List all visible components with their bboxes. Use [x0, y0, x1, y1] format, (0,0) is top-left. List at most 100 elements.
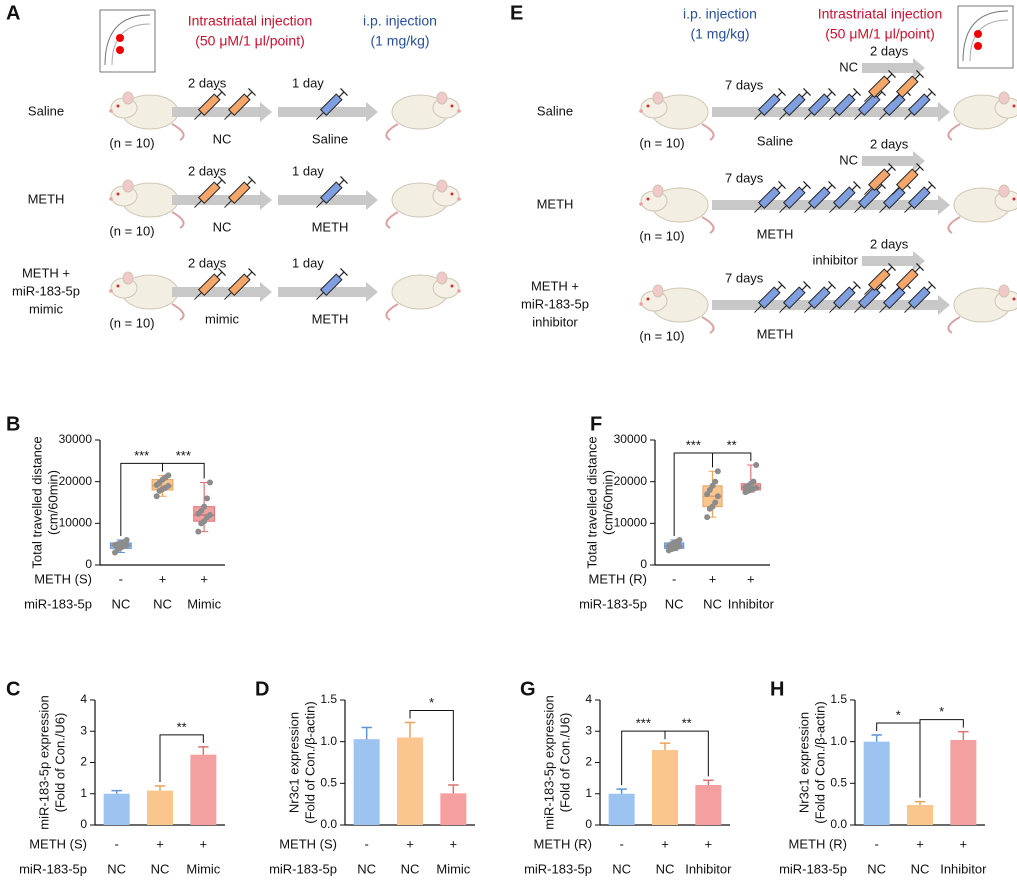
arrow-head: [366, 190, 378, 210]
syringe-plunger: [876, 184, 883, 191]
group-label: Saline: [28, 103, 64, 118]
mouse-icon: [109, 179, 185, 229]
y-tick-label: 20000: [614, 474, 648, 488]
mouse-ear: [652, 284, 664, 298]
data-point: [714, 493, 721, 500]
syringe-needle: [224, 112, 232, 120]
panel-label: E: [510, 2, 523, 24]
mouse-ear: [652, 184, 664, 198]
syringe-icon: [779, 281, 811, 313]
mouse-nose: [457, 197, 461, 201]
group-label: METH +: [531, 278, 579, 293]
legend-ip: (1 mg/kg): [370, 33, 429, 49]
x-tick-label: NC: [153, 596, 172, 611]
syringe-needle: [892, 287, 900, 295]
mouse-tail: [171, 123, 185, 141]
data-point: [153, 493, 160, 500]
y-tick-label: 30000: [614, 432, 648, 446]
data-point: [207, 512, 213, 518]
x-row-name: miR-183-5p: [579, 596, 647, 611]
syringe-needle: [194, 200, 202, 208]
x-tick-label: NC: [703, 596, 722, 611]
significance-label: **: [177, 719, 187, 734]
bar: [652, 750, 678, 825]
y-tick-label: 1: [80, 786, 87, 800]
x-row-name: METH (R): [534, 836, 593, 851]
group-label: mimic: [29, 301, 63, 316]
arrow-shaft: [862, 63, 915, 73]
x-tick-label: +: [450, 836, 458, 851]
syringe-icon: [829, 181, 861, 213]
syringe-grip: [853, 281, 861, 289]
syringe-grip: [340, 88, 348, 96]
x-tick-label: Mimic: [186, 861, 220, 876]
syringe-needle: [829, 305, 837, 313]
mouse-tail: [701, 216, 715, 234]
syringe-plunger: [886, 166, 893, 173]
mouse-icon: [385, 271, 461, 321]
syringe-needle: [804, 112, 812, 120]
sample-size: (n = 10): [109, 135, 154, 150]
significance-bracket: [919, 719, 964, 798]
x-tick-label: +: [200, 836, 208, 851]
x-row-name: miR-183-5p: [524, 861, 592, 876]
syringe-needle: [864, 187, 872, 195]
duration: 1 day: [292, 163, 324, 178]
syringe-plunger: [876, 91, 883, 98]
arrow-head: [260, 102, 272, 122]
y-axis-label: Nr3c1 expression: [796, 712, 811, 813]
syringe-needle: [829, 205, 837, 213]
panel-label: H: [770, 678, 784, 700]
syringe-plunger: [914, 266, 921, 273]
agent: METH: [757, 326, 794, 341]
syringe-needle: [316, 200, 324, 208]
syringe-needle: [754, 305, 762, 313]
mouse-eye: [116, 284, 120, 288]
syringe-plunger: [926, 284, 933, 291]
x-tick-label: NC: [111, 596, 130, 611]
mouse-tail: [171, 303, 185, 321]
mouse-icon: [639, 184, 715, 234]
duration: 2 days: [188, 163, 227, 178]
injection-point: [974, 42, 982, 50]
syringe-plunger: [851, 91, 858, 98]
mouse-eye: [116, 104, 120, 108]
significance-bracket: [409, 710, 454, 781]
syringe-plunger: [876, 284, 883, 291]
legend-ip: i.p. injection: [683, 6, 757, 22]
x-row-name: METH (R): [789, 836, 848, 851]
syringe-plunger: [801, 91, 808, 98]
y-tick-label: 0: [640, 557, 647, 571]
syringe-icon: [864, 70, 896, 102]
syringe-icon: [854, 181, 886, 213]
syringe-icon: [779, 181, 811, 213]
y-tick-label: 0: [585, 817, 592, 831]
x-tick-label: -: [114, 836, 118, 851]
y-tick-label: 3: [585, 723, 592, 737]
significance-label: ***: [176, 448, 191, 463]
agent: METH: [312, 311, 349, 326]
mouse-nose: [457, 289, 461, 293]
syringe-needle: [224, 200, 232, 208]
syringe-icon: [829, 88, 861, 120]
x-tick-label: +: [159, 571, 167, 586]
syringe-grip: [853, 181, 861, 189]
y-tick-label: 0.5: [830, 776, 847, 790]
syringe-plunger: [246, 271, 253, 278]
mouse-nose: [109, 289, 113, 293]
syringe-needle: [864, 94, 872, 102]
x-tick-label: NC: [911, 861, 930, 876]
syringe-grip: [803, 88, 811, 96]
agent: NC: [839, 59, 858, 74]
significance-label: ***: [636, 716, 651, 731]
x-row-name: miR-183-5p: [24, 596, 92, 611]
duration: 7 days: [725, 270, 764, 285]
x-tick-label: NC: [665, 596, 684, 611]
mouse-eye: [1012, 104, 1016, 108]
significance-bracket: [712, 452, 752, 468]
syringe-plunger: [246, 91, 253, 98]
data-point: [676, 543, 683, 550]
mouse-ear: [998, 91, 1010, 105]
bar: [950, 740, 977, 825]
x-tick-label: NC: [107, 861, 126, 876]
